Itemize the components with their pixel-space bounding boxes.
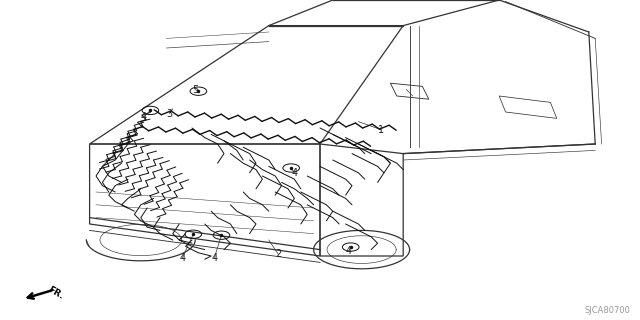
Text: 4: 4 [179,252,186,263]
Text: 4: 4 [141,112,147,122]
Text: 4: 4 [211,252,218,263]
Text: 4: 4 [291,168,298,178]
Text: 1: 1 [378,124,384,135]
Text: SJCA80700: SJCA80700 [584,306,630,315]
Text: FR.: FR. [46,285,65,301]
Text: 5: 5 [192,84,198,95]
Text: 2: 2 [275,249,282,260]
Text: 3: 3 [166,108,173,119]
Text: 4: 4 [346,246,352,256]
